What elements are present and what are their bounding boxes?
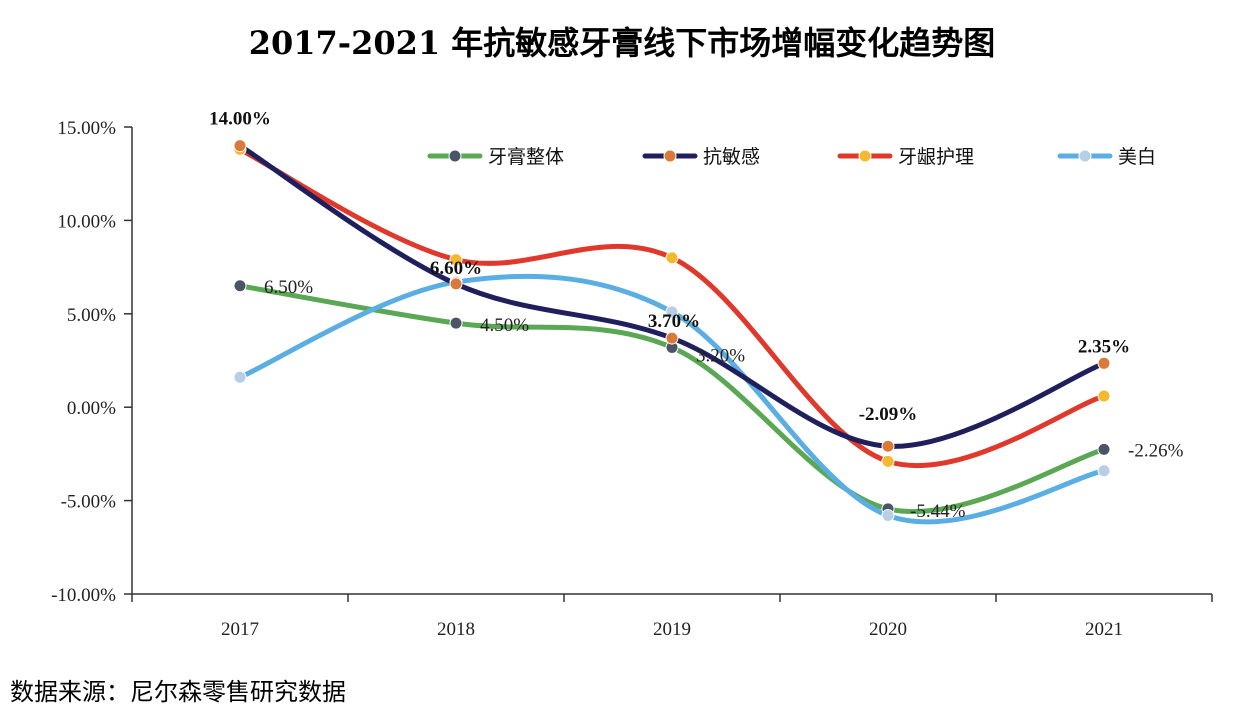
legend-swatch-marker bbox=[448, 149, 462, 163]
series-3-point bbox=[665, 305, 679, 319]
series-0-data-label: 6.50% bbox=[264, 277, 313, 298]
series-0-point bbox=[233, 279, 247, 293]
series-1-data-label: -2.09% bbox=[859, 404, 918, 425]
series-0-point bbox=[449, 316, 463, 330]
y-tick-label: 5.00% bbox=[67, 305, 116, 326]
series-1-data-label: 6.60% bbox=[430, 258, 482, 279]
legend-label: 美白 bbox=[1118, 146, 1156, 168]
chart-title: 2017-2021 年抗敏感牙膏线下市场增幅变化趋势图 bbox=[249, 24, 996, 62]
series-1-point bbox=[881, 439, 895, 453]
series-0-data-label: -5.44% bbox=[910, 501, 966, 522]
series-1-point bbox=[233, 139, 247, 153]
y-tick-label: 15.00% bbox=[57, 118, 116, 139]
x-tick-label: 2017 bbox=[221, 619, 259, 640]
series-2-point bbox=[881, 454, 895, 468]
y-tick-label: 0.00% bbox=[67, 398, 116, 419]
series-line-1 bbox=[237, 143, 1107, 449]
series-markers bbox=[233, 139, 1111, 523]
series-1-data-label: 3.70% bbox=[648, 311, 700, 332]
y-tick-label: -5.00% bbox=[61, 492, 117, 513]
legend-swatch-marker bbox=[858, 149, 872, 163]
source-note: 数据来源：尼尔森零售研究数据 bbox=[10, 678, 346, 706]
x-tick-label: 2019 bbox=[653, 619, 691, 640]
series-0-point bbox=[1097, 442, 1111, 456]
legend-swatch-marker bbox=[1078, 149, 1092, 163]
series-2-point bbox=[1097, 389, 1111, 403]
axes: 15.00% 10.00% 5.00% 0.00% -5.00% -10.00% 2017 2… bbox=[51, 118, 1213, 640]
series-1-data-label: 14.00% bbox=[209, 109, 271, 130]
series-1-data-label: 2.35% bbox=[1078, 336, 1130, 357]
series-1-point bbox=[449, 277, 463, 291]
series-3-point bbox=[881, 509, 895, 523]
series-0-data-label: 4.50% bbox=[480, 315, 529, 336]
legend-label: 抗敏感 bbox=[703, 146, 760, 168]
series-1-point bbox=[1097, 356, 1111, 370]
legend-label: 牙龈护理 bbox=[898, 146, 974, 168]
y-tick-label: 10.00% bbox=[57, 211, 116, 232]
series-1-point bbox=[665, 331, 679, 345]
series-0-data-label: 3.20% bbox=[696, 345, 745, 366]
series-2-point bbox=[449, 253, 463, 267]
legend-swatch-marker bbox=[663, 149, 677, 163]
x-tick-label: 2018 bbox=[437, 619, 475, 640]
legend: 牙膏整体 抗敏感 牙龈护理 美白 bbox=[427, 145, 1156, 168]
series-2-point bbox=[665, 251, 679, 265]
y-tick-label: -10.00% bbox=[51, 585, 116, 606]
x-tick-label: 2021 bbox=[1085, 619, 1123, 640]
series-3-point bbox=[1097, 464, 1111, 478]
series-3-point bbox=[233, 370, 247, 384]
series-0-data-label: -2.26% bbox=[1128, 440, 1184, 461]
legend-label: 牙膏整体 bbox=[488, 145, 564, 168]
x-tick-label: 2020 bbox=[869, 619, 907, 640]
data-labels: 6.50% 4.50% 3.20% -5.44% -2.26% 14.00% 6.60% 3.… bbox=[209, 109, 1183, 522]
